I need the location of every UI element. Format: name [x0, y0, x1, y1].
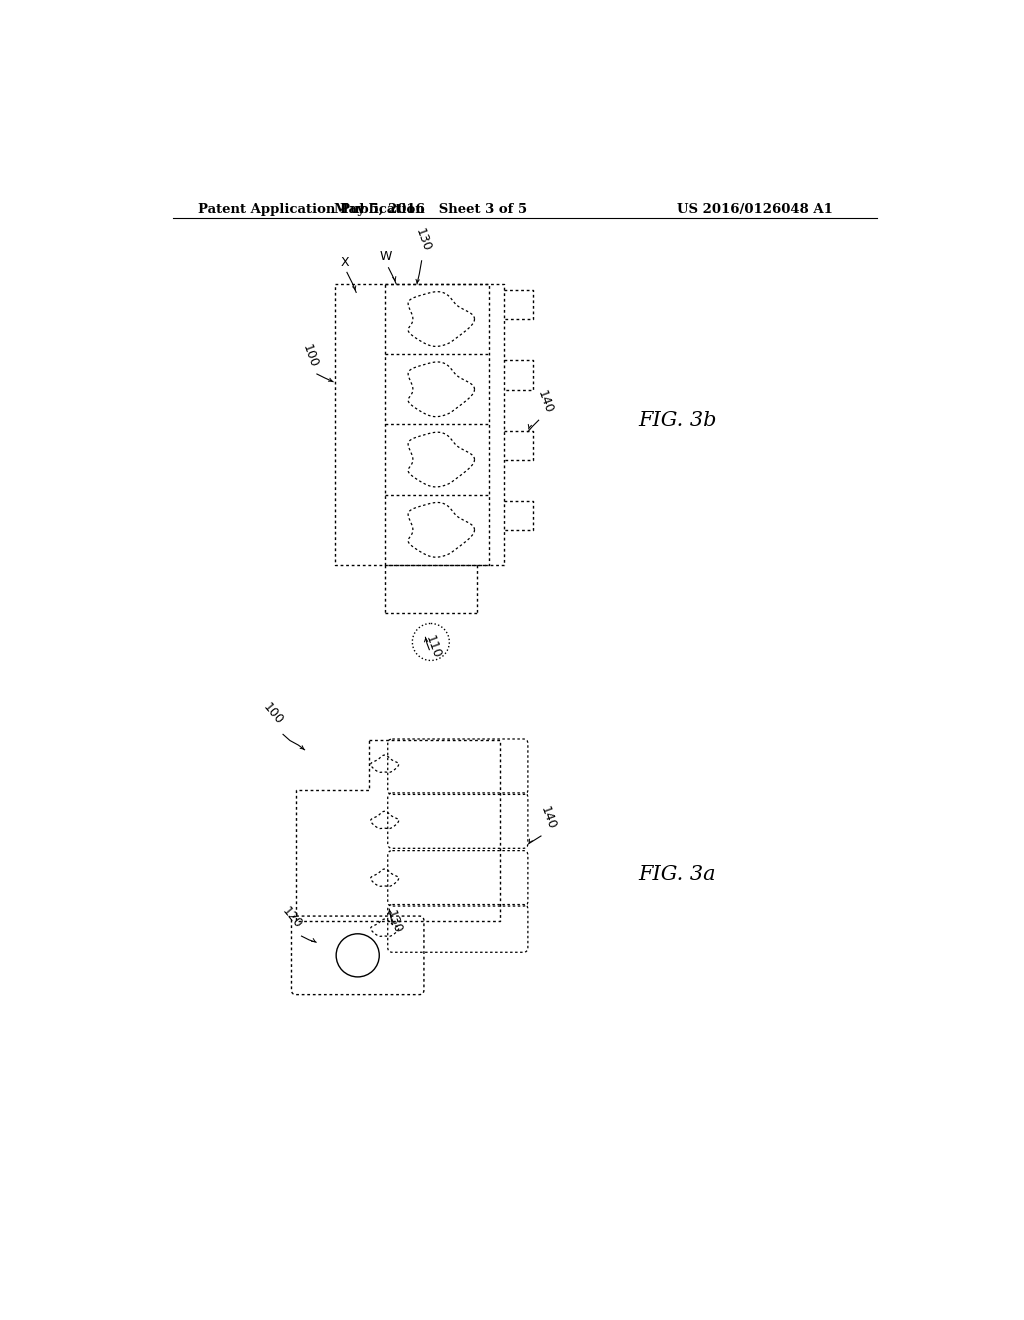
Text: 140: 140 [538, 804, 558, 832]
Text: FIG. 3b: FIG. 3b [639, 411, 717, 430]
Text: 130: 130 [384, 908, 404, 936]
Text: Patent Application Publication: Patent Application Publication [199, 203, 425, 215]
Text: May 5, 2016   Sheet 3 of 5: May 5, 2016 Sheet 3 of 5 [334, 203, 527, 215]
Text: FIG. 3a: FIG. 3a [639, 865, 717, 884]
Text: 100: 100 [260, 701, 286, 727]
Text: W: W [380, 249, 392, 263]
Text: 120: 120 [280, 904, 305, 932]
Text: 110: 110 [423, 634, 443, 660]
Text: 130: 130 [413, 227, 433, 253]
Text: X: X [340, 256, 349, 269]
Text: 100: 100 [300, 342, 321, 370]
Text: 140: 140 [535, 388, 555, 416]
Text: US 2016/0126048 A1: US 2016/0126048 A1 [677, 203, 834, 215]
